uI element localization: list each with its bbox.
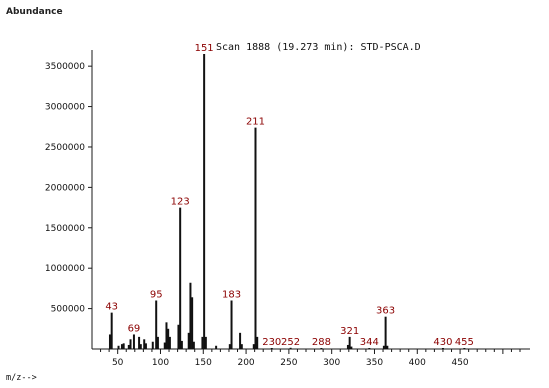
y-tick-label: 2000000	[45, 183, 85, 193]
x-axis: 50 100 150 200 250 300 350 400 450	[92, 348, 530, 368]
x-tick-label: 150	[195, 358, 212, 368]
peak-label: 430	[433, 337, 452, 348]
x-tick-label: 350	[366, 358, 383, 368]
chart-title: Scan 1888 (19.273 min): STD-PSCA.D	[216, 42, 421, 53]
x-tick-label: 300	[323, 358, 340, 368]
peak-label: 95	[150, 290, 163, 301]
peak-label: 123	[171, 197, 190, 208]
peak-label: 252	[281, 337, 300, 348]
y-tick-label: 500000	[51, 305, 86, 315]
x-axis-label: m/z-->	[6, 373, 37, 383]
peak-label: 363	[376, 306, 395, 317]
y-tick-label: 1000000	[45, 264, 85, 274]
peak-label: 211	[246, 117, 265, 128]
peak-label: 288	[312, 337, 331, 348]
peak-label: 321	[340, 326, 359, 337]
y-tick-label: 3500000	[45, 62, 85, 72]
y-tick-label: 1500000	[45, 224, 85, 234]
y-tick-label: 2500000	[45, 143, 85, 153]
y-axis-label: Abundance	[6, 7, 63, 17]
x-tick-label: 200	[237, 358, 254, 368]
peak-label: 455	[455, 337, 474, 348]
peak-label: 69	[128, 323, 141, 334]
peak-bars	[108, 54, 466, 349]
x-tick-label: 100	[152, 358, 169, 368]
x-tick-label: 50	[112, 358, 124, 368]
peak-label: 43	[105, 302, 118, 313]
peak-label: 230	[262, 337, 281, 348]
x-tick-label: 250	[280, 358, 297, 368]
x-tick-label: 400	[409, 358, 426, 368]
peak-label: 183	[222, 290, 241, 301]
x-tick-label: 450	[451, 358, 468, 368]
peak-label: 151	[195, 43, 214, 54]
y-axis: 500000 1000000 1500000 2000000 2500000 300000…	[45, 50, 93, 349]
y-tick-label: 3000000	[45, 103, 85, 113]
peak-label: 344	[360, 337, 379, 348]
